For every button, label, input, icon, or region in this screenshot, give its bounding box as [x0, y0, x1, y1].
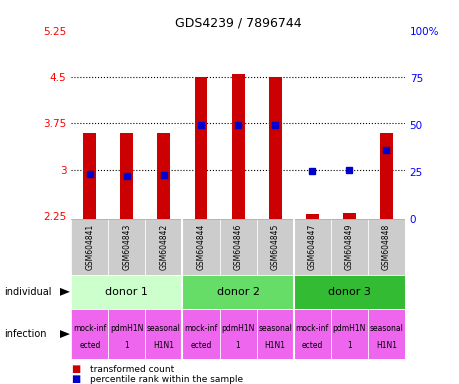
- Text: pdmH1N: pdmH1N: [221, 324, 254, 333]
- Polygon shape: [60, 288, 70, 296]
- Bar: [71, 219, 108, 275]
- Bar: [71, 309, 108, 359]
- Bar: [108, 219, 145, 275]
- Text: GSM604846: GSM604846: [233, 223, 242, 270]
- Bar: [182, 275, 293, 309]
- Text: pdmH1N: pdmH1N: [110, 324, 143, 333]
- Text: ected: ected: [301, 341, 322, 349]
- Bar: [293, 219, 330, 275]
- Text: H1N1: H1N1: [153, 341, 174, 349]
- Text: mock-inf: mock-inf: [295, 324, 328, 333]
- Text: seasonal: seasonal: [369, 324, 403, 333]
- Text: seasonal: seasonal: [147, 324, 180, 333]
- Text: GSM604841: GSM604841: [85, 223, 94, 270]
- Bar: [367, 219, 404, 275]
- Polygon shape: [60, 330, 70, 338]
- Text: donor 1: donor 1: [105, 287, 148, 297]
- Bar: [182, 309, 219, 359]
- Bar: [367, 309, 404, 359]
- Text: pdmH1N: pdmH1N: [332, 324, 365, 333]
- Bar: [194, 77, 207, 219]
- Text: donor 3: donor 3: [327, 287, 370, 297]
- Text: GSM604848: GSM604848: [381, 223, 390, 270]
- Bar: [145, 309, 182, 359]
- Bar: [342, 213, 355, 219]
- Text: seasonal: seasonal: [257, 324, 291, 333]
- Text: GSM604845: GSM604845: [270, 223, 279, 270]
- Text: ected: ected: [190, 341, 211, 349]
- Text: transformed count: transformed count: [90, 365, 174, 374]
- Text: mock-inf: mock-inf: [184, 324, 217, 333]
- Text: ected: ected: [79, 341, 101, 349]
- Bar: [108, 309, 145, 359]
- Bar: [83, 132, 96, 219]
- Bar: [71, 275, 182, 309]
- Bar: [330, 309, 367, 359]
- Bar: [305, 214, 318, 219]
- Bar: [256, 309, 293, 359]
- Bar: [268, 77, 281, 219]
- Text: percentile rank within the sample: percentile rank within the sample: [90, 374, 242, 384]
- Bar: [293, 309, 330, 359]
- Bar: [219, 219, 256, 275]
- Bar: [182, 219, 219, 275]
- Text: infection: infection: [5, 329, 47, 339]
- Text: GSM604847: GSM604847: [307, 223, 316, 270]
- Bar: [145, 219, 182, 275]
- Text: 1: 1: [124, 341, 129, 349]
- Bar: [330, 219, 367, 275]
- Text: GSM604844: GSM604844: [196, 223, 205, 270]
- Title: GDS4239 / 7896744: GDS4239 / 7896744: [174, 17, 301, 30]
- Text: GSM604849: GSM604849: [344, 223, 353, 270]
- Bar: [120, 132, 133, 219]
- Bar: [219, 309, 256, 359]
- Text: H1N1: H1N1: [375, 341, 396, 349]
- Text: ■: ■: [71, 364, 80, 374]
- Bar: [157, 132, 170, 219]
- Text: individual: individual: [5, 287, 52, 297]
- Bar: [256, 219, 293, 275]
- Text: ■: ■: [71, 374, 80, 384]
- Text: 1: 1: [235, 341, 240, 349]
- Text: mock-inf: mock-inf: [73, 324, 106, 333]
- Text: donor 2: donor 2: [216, 287, 259, 297]
- Text: GSM604842: GSM604842: [159, 223, 168, 270]
- Text: 1: 1: [346, 341, 351, 349]
- Bar: [379, 132, 392, 219]
- Text: GSM604843: GSM604843: [122, 223, 131, 270]
- Bar: [231, 74, 244, 219]
- Bar: [293, 275, 404, 309]
- Text: H1N1: H1N1: [264, 341, 285, 349]
